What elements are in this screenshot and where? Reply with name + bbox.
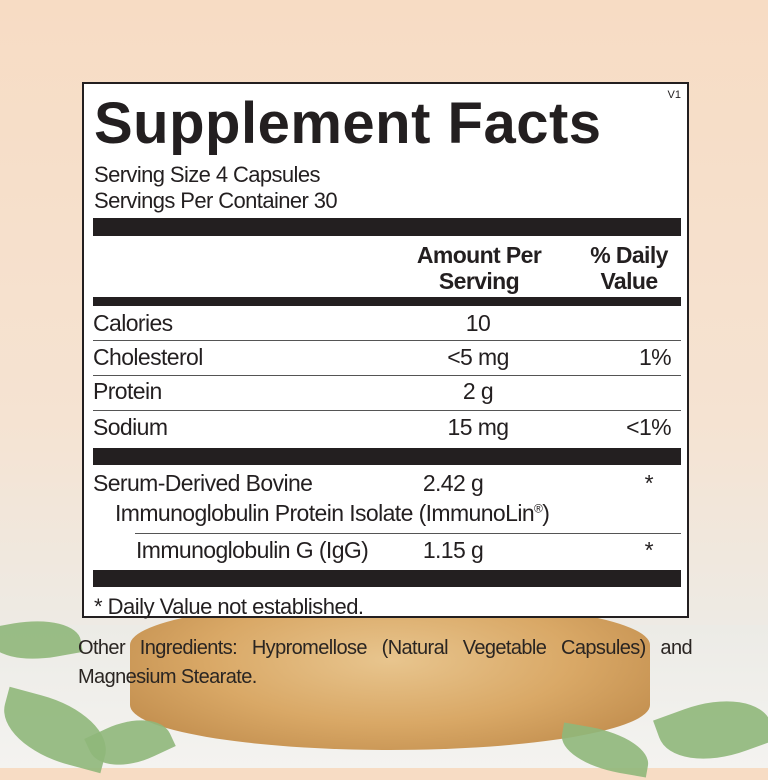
- amount-header: Amount Per Serving: [394, 242, 564, 294]
- ingredient-row: Immunoglobulin G (IgG) 1.15 g *: [93, 535, 681, 565]
- serving-size: Serving Size 4 Capsules: [94, 162, 320, 187]
- supplement-facts-panel: V1 Supplement Facts Serving Size 4 Capsu…: [82, 82, 689, 619]
- nutrient-name: Sodium: [93, 414, 168, 440]
- row-divider: [93, 340, 681, 341]
- nutrient-name: Protein: [93, 378, 162, 404]
- dv-header: % Daily Value: [574, 242, 684, 294]
- nutrient-name: Calories: [93, 310, 173, 336]
- ingredient-row: Serum-Derived Bovine Immunoglobulin Prot…: [93, 468, 681, 528]
- divider-thick: [93, 218, 681, 236]
- nutrient-amount: 2 g: [462, 378, 494, 404]
- registered-mark: ®: [534, 501, 543, 516]
- nutrient-dv: <1%: [626, 414, 671, 440]
- ingredient-amount: 1.15 g: [422, 537, 484, 563]
- panel-title: Supplement Facts: [94, 91, 602, 156]
- footnote: * Daily Value not established.: [94, 594, 364, 619]
- ingredient-name-continued: Immunoglobulin Protein Isolate (ImmunoLi…: [115, 500, 550, 527]
- ingredient-amount: 2.42 g: [422, 470, 484, 496]
- ingredient-dv: *: [644, 470, 654, 496]
- nutrient-amount: 10: [465, 310, 491, 336]
- nutrient-row: Calories 10: [93, 308, 681, 338]
- nutrient-row: Sodium 15 mg <1%: [93, 412, 681, 442]
- other-ingredients: Other Ingredients: Hypromellose (Natural…: [78, 637, 693, 688]
- ingredient-name: Serum-Derived Bovine: [93, 470, 313, 496]
- nutrient-row: Protein 2 g: [93, 376, 681, 406]
- amount-header-line2: Serving: [438, 268, 520, 294]
- servings-per-container: Servings Per Container 30: [94, 188, 338, 213]
- ingredient-dv: *: [644, 537, 654, 563]
- amount-header-line1: Amount Per: [416, 242, 542, 268]
- nutrient-row: Cholesterol <5 mg 1%: [93, 342, 681, 372]
- dv-header-line2: Value: [600, 268, 658, 294]
- ingredient-name-text: Immunoglobulin Protein Isolate (ImmunoLi…: [115, 500, 535, 526]
- nutrient-amount: 15 mg: [447, 414, 510, 440]
- row-divider: [93, 375, 681, 376]
- row-divider: [135, 533, 681, 534]
- version-code: V1: [667, 89, 681, 101]
- nutrient-name: Cholesterol: [93, 344, 203, 370]
- nutrient-amount: <5 mg: [447, 344, 509, 370]
- divider-thick: [93, 570, 681, 587]
- nutrient-dv: 1%: [638, 344, 672, 370]
- divider-thick: [93, 448, 681, 465]
- row-divider: [93, 410, 681, 411]
- ingredient-name-end: ): [542, 500, 550, 526]
- divider-medium: [93, 297, 681, 306]
- ingredient-name: Immunoglobulin G (IgG): [136, 537, 369, 563]
- dv-header-line1: % Daily: [590, 242, 668, 268]
